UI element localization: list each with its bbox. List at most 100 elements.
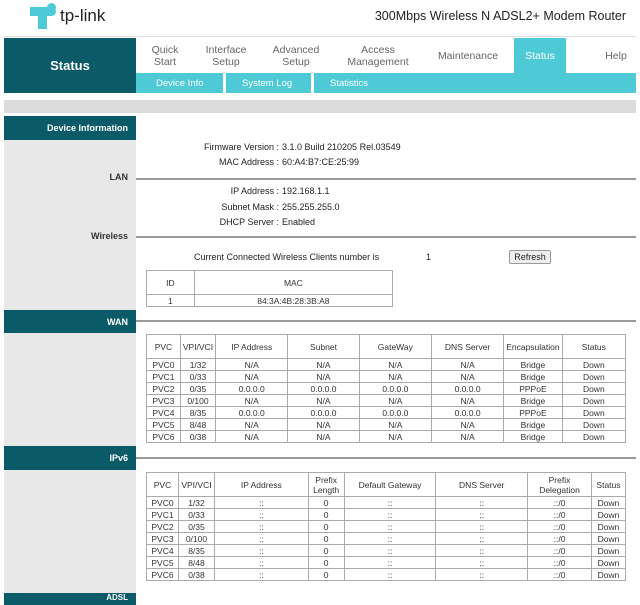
table-cell: N/A	[358, 418, 433, 431]
divider	[136, 236, 636, 238]
tab-maintenance[interactable]: Maintenance	[437, 49, 499, 62]
table-cell: N/A	[215, 418, 289, 431]
ip-row: IP Address :192.168.1.1	[136, 186, 636, 196]
divider	[136, 178, 636, 180]
table-cell: PVC2	[146, 382, 181, 395]
table-cell: N/A	[287, 358, 360, 371]
table-header-row: PVC VPI/VCI IP Address Subnet GateWay DNS Ser…	[146, 334, 627, 359]
column-header: MAC	[193, 270, 394, 295]
ipv6-table: PVC VPI/VCI IP Address Prefix Length Default…	[146, 472, 627, 581]
tab-quick-start[interactable]: Quick Start	[151, 43, 179, 68]
table-cell: ::	[213, 544, 309, 557]
table-cell: 1	[146, 294, 195, 307]
table-cell: 0/35	[177, 520, 215, 533]
section-device-information: Device Information	[4, 116, 136, 140]
subtab-statistics[interactable]: Statistics	[330, 77, 369, 89]
table-cell: Down	[561, 370, 627, 383]
table-cell: ::	[213, 568, 309, 581]
clients-label: Current Connected Wireless Clients numbe…	[194, 252, 380, 262]
table-cell: ::/0	[527, 532, 592, 545]
table-cell: 0.0.0.0	[287, 382, 360, 395]
table-cell: 84:3A:4B:28:3B:A8	[193, 294, 394, 307]
table-row: PVC4 8/35:: 0::::::/0 Down	[146, 544, 627, 557]
table-cell: N/A	[430, 370, 505, 383]
table-cell: ::	[435, 568, 529, 581]
table-cell: ::	[343, 520, 437, 533]
table-cell: ::	[435, 520, 529, 533]
divider	[4, 36, 636, 37]
nav-section-title: Status	[4, 38, 136, 93]
table-row: 1 84:3A:4B:28:3B:A8	[146, 294, 394, 307]
tab-advanced-setup[interactable]: Advanced Setup	[272, 43, 320, 68]
table-cell: PVC1	[146, 370, 181, 383]
table-cell: ::	[213, 556, 309, 569]
table-cell: ::	[343, 568, 437, 581]
sidebar	[4, 116, 136, 602]
table-cell: 0/33	[177, 508, 215, 521]
table-cell: PPPoE	[503, 406, 563, 419]
divider	[223, 73, 226, 93]
table-cell: N/A	[287, 394, 360, 407]
table-cell: 0.0.0.0	[287, 406, 360, 419]
column-header: Subnet	[287, 334, 360, 359]
table-cell: 0/35	[179, 382, 217, 395]
table-cell: Down	[561, 430, 627, 443]
dhcp-label: DHCP Server :	[219, 217, 279, 227]
table-cell: N/A	[358, 394, 433, 407]
subnav: Device Info System Log Statistics	[136, 73, 636, 93]
table-cell: Bridge	[503, 394, 563, 407]
table-cell: PPPoE	[503, 382, 563, 395]
table-cell: N/A	[287, 430, 360, 443]
column-header: Status	[561, 334, 627, 359]
table-cell: ::	[213, 508, 309, 521]
table-cell: PVC6	[146, 568, 179, 581]
wireless-clients-table: ID MAC 1 84:3A:4B:28:3B:A8	[146, 270, 394, 307]
column-header: VPI/VCI	[177, 472, 215, 497]
section-wan: WAN	[4, 310, 136, 333]
table-cell: N/A	[215, 430, 289, 443]
column-header: IP Address	[215, 334, 289, 359]
subtab-device-info[interactable]: Device Info	[156, 77, 204, 89]
tab-interface-setup[interactable]: Interface Setup	[205, 43, 247, 68]
tab-status[interactable]: Status	[514, 38, 566, 73]
table-cell: 8/35	[177, 544, 215, 557]
table-cell: Down	[590, 520, 627, 533]
table-cell: Down	[561, 394, 627, 407]
section-wireless: Wireless	[91, 231, 128, 241]
table-cell: PVC6	[146, 430, 181, 443]
table-cell: Down	[561, 418, 627, 431]
table-cell: N/A	[358, 370, 433, 383]
refresh-button[interactable]: Refresh	[509, 250, 551, 264]
table-cell: Bridge	[503, 370, 563, 383]
table-cell: 0.0.0.0	[215, 406, 289, 419]
table-cell: N/A	[430, 430, 505, 443]
subtab-system-log[interactable]: System Log	[242, 77, 293, 89]
table-cell: 0	[307, 568, 345, 581]
tab-access-management[interactable]: Access Management	[347, 43, 409, 68]
tab-help[interactable]: Help	[605, 49, 627, 62]
table-cell: 0.0.0.0	[358, 406, 433, 419]
table-cell: 0.0.0.0	[215, 382, 289, 395]
table-row: PVC3 0/100:: 0::::::/0 Down	[146, 532, 627, 545]
table-cell: PVC1	[146, 508, 179, 521]
column-header: Status	[590, 472, 627, 497]
ip-value: 192.168.1.1	[282, 186, 330, 196]
wan-table: PVC VPI/VCI IP Address Subnet GateWay DNS Ser…	[146, 334, 627, 443]
table-cell: 0	[307, 544, 345, 557]
table-cell: 0.0.0.0	[430, 406, 505, 419]
divider	[311, 73, 314, 93]
table-cell: 0	[307, 520, 345, 533]
table-cell: PVC2	[146, 520, 179, 533]
table-cell: ::/0	[527, 556, 592, 569]
firmware-value: 3.1.0 Build 210205 Rel.03549	[282, 142, 401, 152]
mask-value: 255.255.255.0	[282, 202, 340, 212]
table-cell: 8/48	[177, 556, 215, 569]
table-cell: N/A	[215, 358, 289, 371]
ip-label: IP Address :	[230, 186, 279, 196]
mac-label: MAC Address :	[218, 157, 279, 167]
divider	[136, 320, 636, 322]
column-header: Prefix Delegation	[527, 472, 592, 497]
table-cell: PVC5	[146, 418, 181, 431]
table-cell: 0/33	[179, 370, 217, 383]
mask-row: Subnet Mask :255.255.255.0	[136, 202, 636, 212]
